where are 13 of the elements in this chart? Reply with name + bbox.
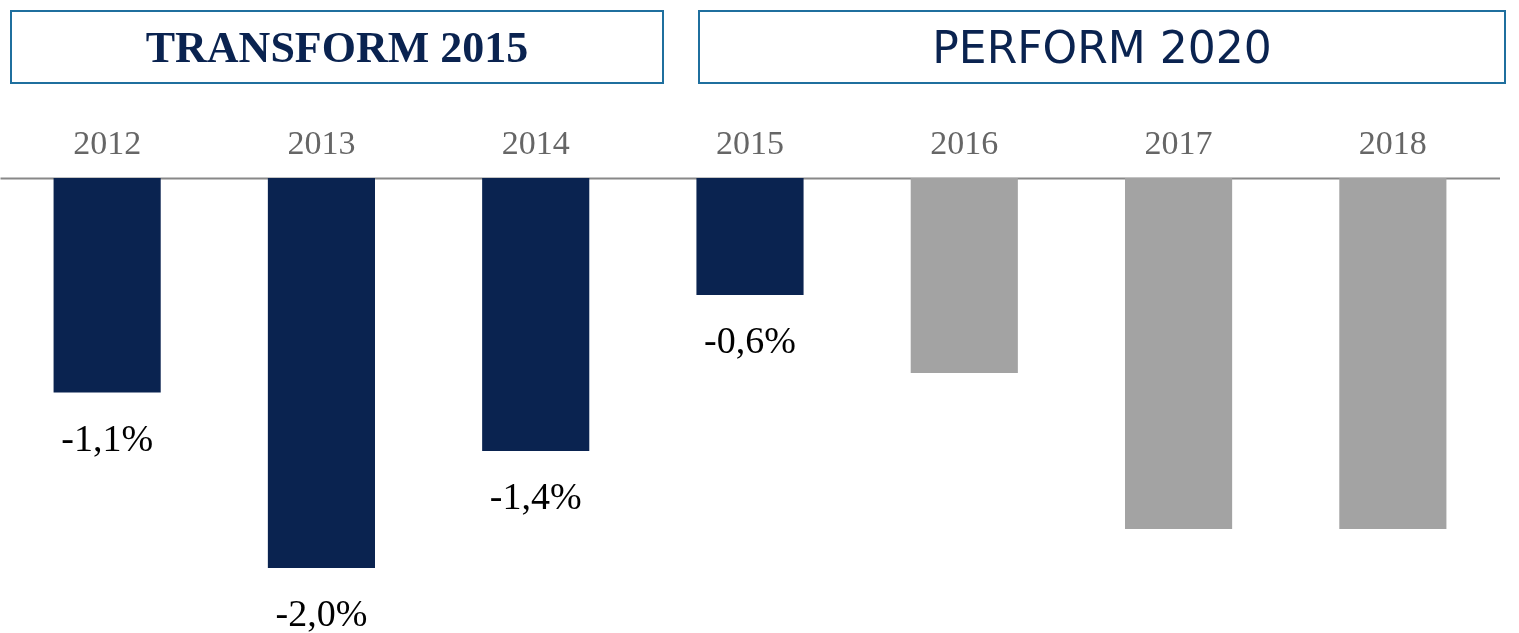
x-tick-label: 2012 (73, 123, 142, 161)
x-tick-label: 2014 (501, 123, 570, 161)
data-label: -2,0% (275, 592, 368, 633)
data-label: -1,4% (489, 475, 582, 517)
text: PERFORM 2020 (698, 10, 1506, 84)
x-tick-label: 2013 (287, 123, 356, 161)
data-label: -0,6% (704, 319, 796, 361)
x-tick-label: 2016 (930, 123, 999, 161)
data-label: -1,1% (61, 416, 154, 459)
x-tick-label: 2015 (716, 123, 784, 161)
text: TRANSFORM 2015 (10, 10, 664, 84)
x-tick-label: 2018 (1358, 123, 1427, 161)
x-tick-label: 2017 (1144, 123, 1213, 161)
